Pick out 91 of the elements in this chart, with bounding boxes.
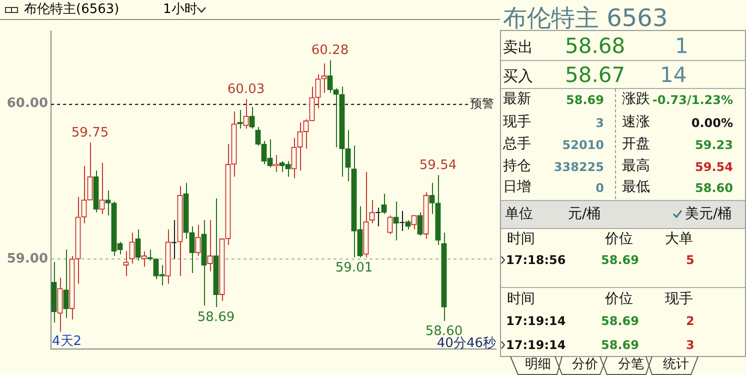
text: 58.68 <box>565 33 626 60</box>
annotation: 40分46秒 <box>436 336 496 351</box>
text: 时间 <box>507 230 535 250</box>
text: 买入 <box>503 66 533 86</box>
text: 统计 <box>663 356 689 374</box>
candlestick <box>141 250 147 268</box>
annotation: 59.54 <box>419 158 457 174</box>
text: 17:18:56 <box>506 252 566 268</box>
candlestick <box>129 232 135 264</box>
candlestick <box>105 190 111 216</box>
text: 大单 <box>665 230 693 250</box>
candlestick <box>273 154 279 173</box>
text: 2 <box>686 312 694 330</box>
text: 1 <box>675 33 688 60</box>
text: 卖出 <box>503 36 533 58</box>
candlestick <box>63 249 69 318</box>
text: 速涨 <box>622 113 650 132</box>
annotation: 58.69 <box>197 310 235 325</box>
candlestick <box>189 226 195 274</box>
text: 现手 <box>665 290 693 310</box>
text: 17:19:14 <box>506 336 566 354</box>
text: 58.69 <box>566 92 604 108</box>
chart-subtitle: 1小时 <box>163 1 198 19</box>
candlestick <box>123 250 129 277</box>
candlestick <box>429 182 435 214</box>
text: 3 <box>596 114 604 132</box>
text: 开盘 <box>622 135 650 154</box>
candlestick <box>411 215 417 230</box>
text: 持仓 <box>503 157 531 176</box>
annotation: 59.75 <box>71 125 109 140</box>
text: 58.69 <box>601 252 639 268</box>
y-tick-label: 59.00 <box>6 251 48 266</box>
candlestick <box>57 277 63 332</box>
candlestick <box>387 215 393 235</box>
text: 58.67 <box>565 62 626 90</box>
text: 338225 <box>554 158 604 176</box>
chart-title: 布伦特主(6563) <box>24 1 120 19</box>
text: 明细 <box>525 356 551 374</box>
candlestick <box>375 207 381 227</box>
text: 最高 <box>622 157 650 176</box>
text: 现手 <box>503 113 531 132</box>
candlestick <box>207 220 213 272</box>
candlestick <box>369 199 375 224</box>
candlestick <box>399 210 405 232</box>
candlestick <box>135 228 141 262</box>
text: 价位 <box>605 230 633 250</box>
candlestick <box>381 193 387 214</box>
y-tick-label: 60.00 <box>6 96 48 112</box>
text: 52010 <box>562 136 604 154</box>
candlestick <box>243 98 249 130</box>
text: 价位 <box>605 290 633 310</box>
text: 3 <box>686 336 694 354</box>
ref-line-label: 预警 <box>470 96 494 111</box>
candlestick <box>99 162 105 214</box>
text: 58.69 <box>601 336 639 354</box>
text: 布伦特主 6563 <box>503 3 668 34</box>
text: 58.60 <box>695 180 733 196</box>
text: 0.00% <box>691 114 733 132</box>
candlestick <box>315 74 321 109</box>
text: 涨跌 <box>622 90 650 110</box>
text: 最新 <box>503 90 531 110</box>
text: 14 <box>660 62 687 90</box>
text: 17:19:14 <box>506 312 566 330</box>
candlestick <box>417 212 423 236</box>
text: 分笔 <box>618 356 644 374</box>
annotation: 60.03 <box>227 82 265 97</box>
text: 59.23 <box>695 136 733 154</box>
annotation: 59.01 <box>335 260 373 276</box>
candlestick <box>195 224 201 256</box>
text: 美元/桶 <box>685 205 732 224</box>
text: 日增 <box>503 178 531 198</box>
candlestick <box>393 201 399 241</box>
text: 总手 <box>503 135 531 154</box>
text: 单位 <box>505 205 533 224</box>
candlestick <box>405 220 411 230</box>
text: 59.54 <box>695 158 733 176</box>
candlestick <box>81 165 87 224</box>
candlestick <box>321 62 327 94</box>
text: 时间 <box>507 290 535 310</box>
text: 5 <box>686 252 694 268</box>
text: 58.69 <box>601 312 639 330</box>
text: 0 <box>596 180 604 196</box>
text: 元/桶 <box>568 205 601 224</box>
candlestick <box>249 106 255 130</box>
annotation: 60.28 <box>311 43 349 58</box>
text: -0.73/1.23% <box>652 92 733 108</box>
text: 分价 <box>572 356 598 374</box>
text: 最低 <box>622 178 650 198</box>
annotation: 4天2 <box>52 334 82 349</box>
candlestick <box>87 142 93 200</box>
candlestick <box>171 220 177 260</box>
